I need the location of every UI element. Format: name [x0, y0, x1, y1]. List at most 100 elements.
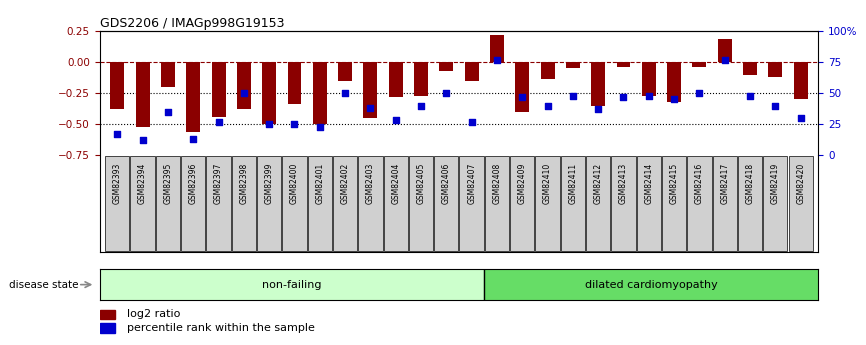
- Bar: [617, 62, 630, 67]
- Text: GSM82418: GSM82418: [746, 163, 754, 204]
- FancyBboxPatch shape: [282, 156, 307, 251]
- FancyBboxPatch shape: [485, 156, 509, 251]
- Text: GSM82394: GSM82394: [138, 163, 147, 204]
- FancyBboxPatch shape: [384, 156, 408, 251]
- Text: GSM82415: GSM82415: [669, 163, 679, 204]
- FancyBboxPatch shape: [560, 156, 585, 251]
- FancyBboxPatch shape: [763, 156, 787, 251]
- FancyBboxPatch shape: [131, 156, 155, 251]
- Bar: [186, 62, 200, 132]
- FancyBboxPatch shape: [789, 156, 813, 251]
- Text: GSM82406: GSM82406: [442, 163, 451, 204]
- Text: GSM82420: GSM82420: [796, 163, 805, 204]
- Text: GSM82400: GSM82400: [290, 163, 299, 204]
- FancyBboxPatch shape: [460, 156, 484, 251]
- Text: GSM82401: GSM82401: [315, 163, 324, 204]
- Point: [642, 93, 656, 98]
- FancyBboxPatch shape: [510, 156, 534, 251]
- Text: GSM82419: GSM82419: [771, 163, 780, 204]
- Point: [338, 90, 352, 96]
- Bar: [540, 62, 554, 79]
- Point: [237, 90, 251, 96]
- Text: GSM82397: GSM82397: [214, 163, 223, 204]
- Text: log2 ratio: log2 ratio: [127, 309, 180, 319]
- Bar: [136, 62, 150, 127]
- Point: [617, 94, 630, 100]
- FancyBboxPatch shape: [688, 156, 712, 251]
- Point: [211, 119, 225, 125]
- Bar: [262, 62, 276, 124]
- FancyBboxPatch shape: [257, 156, 281, 251]
- Point: [186, 136, 200, 142]
- Bar: [642, 62, 656, 96]
- Point: [566, 93, 580, 98]
- Point: [768, 103, 782, 108]
- Text: percentile rank within the sample: percentile rank within the sample: [127, 323, 314, 333]
- Point: [693, 90, 707, 96]
- Text: GSM82399: GSM82399: [265, 163, 274, 204]
- FancyBboxPatch shape: [181, 156, 205, 251]
- FancyBboxPatch shape: [105, 156, 129, 251]
- Text: GSM82408: GSM82408: [493, 163, 501, 204]
- Point: [743, 93, 757, 98]
- Text: GSM82412: GSM82412: [594, 163, 603, 204]
- FancyBboxPatch shape: [359, 156, 383, 251]
- Text: GSM82404: GSM82404: [391, 163, 400, 204]
- Bar: [364, 62, 378, 118]
- Point: [591, 107, 605, 112]
- Point: [136, 138, 150, 143]
- Point: [161, 109, 175, 115]
- Bar: [667, 62, 681, 102]
- Text: GSM82409: GSM82409: [518, 163, 527, 204]
- FancyBboxPatch shape: [333, 156, 358, 251]
- Bar: [565, 62, 580, 68]
- Bar: [768, 62, 782, 77]
- Text: non-failing: non-failing: [262, 280, 321, 289]
- Bar: [465, 62, 479, 81]
- Bar: [515, 62, 529, 112]
- Bar: [100, 324, 115, 333]
- FancyBboxPatch shape: [307, 156, 332, 251]
- Point: [465, 119, 479, 125]
- Point: [667, 97, 681, 102]
- Text: GSM82403: GSM82403: [366, 163, 375, 204]
- Text: GSM82398: GSM82398: [239, 163, 249, 204]
- FancyBboxPatch shape: [156, 156, 180, 251]
- FancyBboxPatch shape: [662, 156, 686, 251]
- Point: [288, 121, 301, 127]
- FancyBboxPatch shape: [535, 156, 559, 251]
- Bar: [743, 62, 757, 75]
- Point: [540, 103, 554, 108]
- Bar: [237, 62, 251, 109]
- FancyBboxPatch shape: [713, 156, 737, 251]
- FancyBboxPatch shape: [586, 156, 611, 251]
- Text: GSM82416: GSM82416: [695, 163, 704, 204]
- Point: [313, 124, 326, 129]
- Text: GSM82395: GSM82395: [164, 163, 172, 204]
- Bar: [484, 269, 818, 300]
- Bar: [439, 62, 453, 71]
- Point: [364, 105, 378, 111]
- Bar: [591, 62, 605, 106]
- Point: [718, 57, 732, 62]
- Point: [262, 121, 276, 127]
- FancyBboxPatch shape: [738, 156, 762, 251]
- Text: GSM82402: GSM82402: [340, 163, 350, 204]
- Bar: [414, 62, 428, 96]
- Bar: [338, 62, 352, 81]
- Text: GSM82414: GSM82414: [644, 163, 653, 204]
- Point: [439, 90, 453, 96]
- FancyBboxPatch shape: [232, 156, 256, 251]
- Bar: [389, 62, 403, 97]
- Bar: [288, 62, 301, 104]
- Bar: [211, 62, 225, 117]
- Bar: [100, 310, 115, 319]
- Bar: [693, 62, 707, 67]
- Text: disease state: disease state: [9, 280, 78, 289]
- Point: [515, 94, 529, 100]
- Text: GSM82410: GSM82410: [543, 163, 552, 204]
- Point: [794, 115, 808, 121]
- Text: GDS2206 / IMAGp998G19153: GDS2206 / IMAGp998G19153: [100, 17, 284, 30]
- Bar: [161, 62, 175, 87]
- Bar: [110, 62, 124, 109]
